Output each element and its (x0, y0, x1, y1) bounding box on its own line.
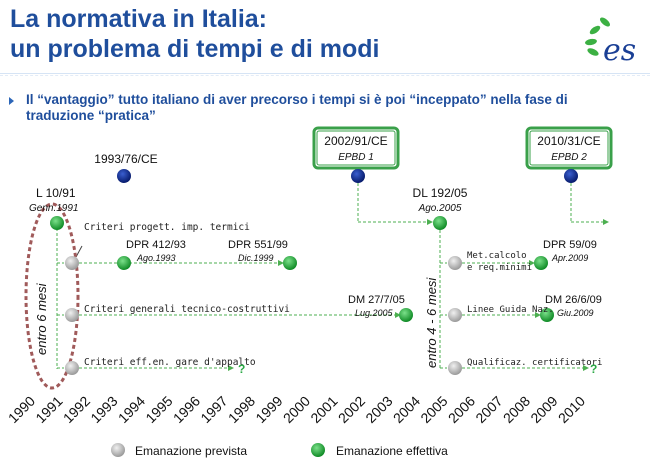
year-label-2010: 2010 (555, 393, 588, 426)
page-title-line2: un problema di tempi e di modi (10, 35, 380, 63)
epbd2-box-inner (529, 130, 609, 166)
label-ago2005: Ago.2005 (418, 203, 462, 214)
year-label-2007: 2007 (472, 393, 505, 426)
branch-qualificaz: Qualificaz. certificatori (467, 358, 602, 368)
year-label-2008: 2008 (500, 393, 533, 426)
period-entro-4-6-mesi: entro 4 - 6 mesi (424, 277, 439, 368)
label-epbd1: EPBD 1 (338, 152, 374, 163)
planned-dot-progett (65, 256, 79, 270)
directive-dot-2002 (351, 169, 365, 183)
year-label-2006: 2006 (445, 393, 478, 426)
effective-dot-dpr551 (283, 256, 297, 270)
year-label-1991: 1991 (32, 393, 65, 426)
label-1993-76: 1993/76/CE (94, 152, 157, 166)
highlight-oval (24, 202, 80, 390)
label-dm2705: DM 27/7/05 (348, 294, 405, 306)
page-title-line1: La normativa in Italia: (10, 5, 268, 33)
year-label-1999: 1999 (252, 393, 285, 426)
label-2002-91: 2002/91/CE (324, 134, 387, 148)
year-label-2001: 2001 (307, 393, 340, 426)
label-lug2005: Lug.2005 (355, 308, 394, 318)
branch-criteri-eff: Criteri eff.en. gare d'appalto (84, 357, 256, 368)
year-label-1993: 1993 (87, 393, 120, 426)
year-label-2004: 2004 (390, 393, 423, 426)
effective-dot-l1091 (50, 216, 64, 230)
bullet-arrow-icon (9, 97, 14, 105)
branch-met-calcolo-1: Met.calcolo (467, 251, 527, 261)
year-label-1990: 1990 (5, 393, 38, 426)
year-label-2005: 2005 (417, 393, 450, 426)
label-dpr412: DPR 412/93 (126, 239, 186, 251)
year-label-2009: 2009 (527, 393, 560, 426)
effective-dot-dl19205 (433, 216, 447, 230)
label-ago1993: Ago.1993 (136, 253, 176, 263)
year-label-1997: 1997 (197, 393, 230, 426)
epbd1-box-inner (316, 130, 396, 166)
connector-lines (56, 183, 609, 371)
planned-dot-generali (65, 308, 79, 322)
planned-dot-metcalcolo (448, 256, 462, 270)
label-genn1991: Genn.1991 (29, 203, 79, 214)
effective-dot-dm2609 (540, 308, 554, 322)
label-l1091: L 10/91 (36, 186, 76, 200)
title-separator-dashed (0, 75, 650, 76)
epbd1-box (312, 126, 400, 170)
label-apr2009: Apr.2009 (551, 253, 588, 263)
branch-criteri-progett: Criteri progett. imp. termici (84, 222, 250, 233)
planned-dot-qualificaz (448, 361, 462, 375)
label-2010-31: 2010/31/CE (537, 134, 600, 148)
period-entro-6-mesi: entro 6 mesi (34, 282, 49, 355)
label-epbd2: EPBD 2 (551, 152, 587, 163)
effective-dot-dpr5909 (534, 256, 548, 270)
legend-effective-dot (311, 443, 325, 457)
epbd2-box (525, 126, 613, 170)
slash-mark (75, 245, 83, 258)
es-logo: es (585, 17, 636, 68)
effective-dot-dpr412 (117, 256, 131, 270)
question-mark-qualificaz: ? (590, 362, 597, 376)
label-dpr551: DPR 551/99 (228, 239, 288, 251)
legend-effective-label: Emanazione effettiva (336, 444, 448, 458)
question-mark-gare: ? (238, 362, 245, 376)
legend-planned-dot (111, 443, 125, 457)
branch-criteri-generali: Criteri generali tecnico-costruttivi (84, 304, 290, 315)
year-label-2002: 2002 (335, 393, 368, 426)
planned-dot-gare (65, 361, 79, 375)
planned-dot-linee (448, 308, 462, 322)
year-label-2000: 2000 (280, 393, 313, 426)
year-label-1998: 1998 (225, 393, 258, 426)
branch-linee-guida: Linee Guida Naz. (467, 305, 554, 315)
year-label-1995: 1995 (142, 393, 175, 426)
effective-dot-dm2705 (399, 308, 413, 322)
branch-met-calcolo-2: e req.minimi (467, 263, 532, 273)
logo-text: es (603, 33, 636, 68)
year-axis: 1990199119921993199419951996199719981999… (5, 393, 588, 426)
leaf-logo-icon (585, 17, 610, 56)
year-label-1996: 1996 (170, 393, 203, 426)
page-title: La normativa in Italia: un problema di t… (10, 4, 379, 64)
label-dl19205: DL 192/05 (413, 186, 468, 200)
directive-dot-1993 (117, 169, 131, 183)
directive-dot-2010 (564, 169, 578, 183)
label-giu2009: Giu.2009 (557, 308, 594, 318)
year-label-2003: 2003 (362, 393, 395, 426)
label-dpr5909: DPR 59/09 (543, 239, 597, 251)
year-label-1994: 1994 (115, 393, 148, 426)
label-dic1999: Dic.1999 (238, 253, 274, 263)
label-dm2609: DM 26/6/09 (545, 294, 602, 306)
year-label-1992: 1992 (60, 393, 93, 426)
bullet-text: Il “vantaggio” tutto italiano di aver pr… (26, 92, 568, 123)
title-separator (0, 73, 650, 74)
legend-planned-label: Emanazione prevista (135, 444, 247, 458)
